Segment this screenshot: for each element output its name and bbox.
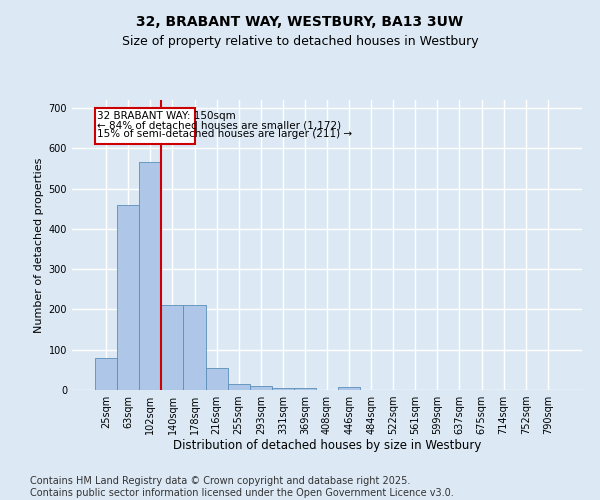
- Bar: [250, 386, 272, 390]
- Bar: [117, 204, 139, 390]
- Bar: [184, 306, 206, 390]
- Bar: [161, 306, 184, 390]
- Bar: [294, 388, 316, 390]
- Text: 32, BRABANT WAY, WESTBURY, BA13 3UW: 32, BRABANT WAY, WESTBURY, BA13 3UW: [136, 15, 464, 29]
- Text: Contains HM Land Registry data © Crown copyright and database right 2025.
Contai: Contains HM Land Registry data © Crown c…: [30, 476, 454, 498]
- Bar: [227, 384, 250, 390]
- Bar: [95, 108, 194, 144]
- Bar: [95, 358, 117, 390]
- Text: 32 BRABANT WAY: 150sqm: 32 BRABANT WAY: 150sqm: [97, 112, 236, 122]
- Bar: [139, 162, 161, 390]
- Text: 15% of semi-detached houses are larger (211) →: 15% of semi-detached houses are larger (…: [97, 129, 353, 139]
- Bar: [338, 387, 360, 390]
- Bar: [272, 388, 294, 390]
- Text: ← 84% of detached houses are smaller (1,172): ← 84% of detached houses are smaller (1,…: [97, 120, 341, 130]
- Bar: [206, 368, 227, 390]
- Y-axis label: Number of detached properties: Number of detached properties: [34, 158, 44, 332]
- Text: Size of property relative to detached houses in Westbury: Size of property relative to detached ho…: [122, 35, 478, 48]
- X-axis label: Distribution of detached houses by size in Westbury: Distribution of detached houses by size …: [173, 438, 481, 452]
